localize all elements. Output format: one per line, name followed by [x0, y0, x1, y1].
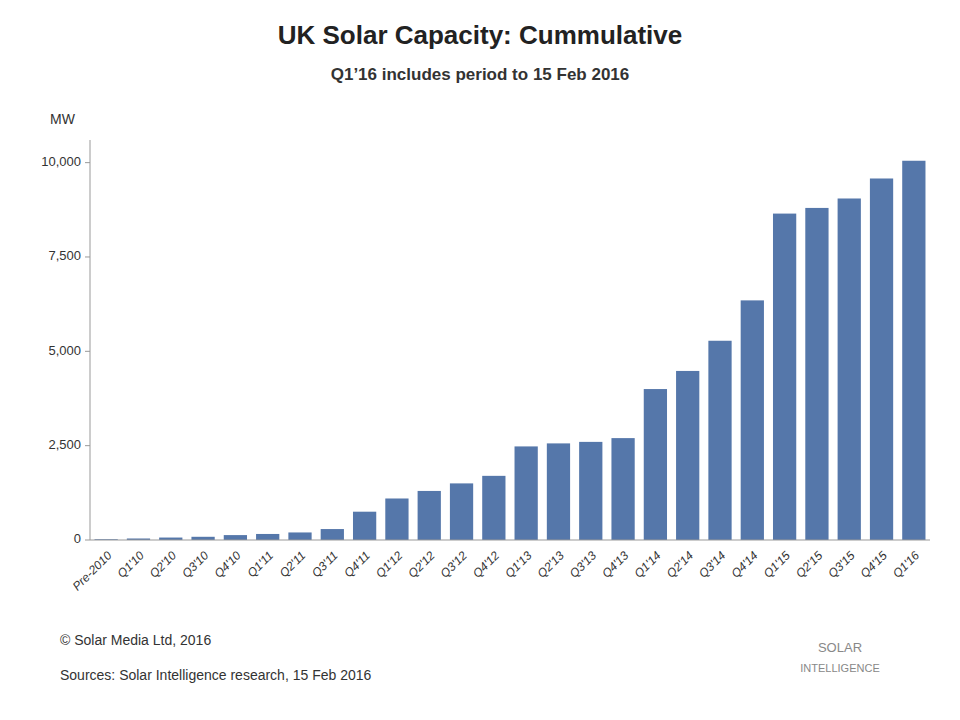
bar [870, 178, 893, 540]
x-tick-label: Q1'12 [373, 548, 406, 581]
y-tick-label: 10,000 [41, 154, 81, 169]
annotation: © Solar Media Ltd, 2016 [60, 632, 211, 648]
x-tick-label: Q3'14 [696, 548, 729, 581]
y-tick [85, 256, 90, 257]
x-axis: Pre-2010Q1'10Q2'10Q3'10Q4'10Q1'11Q2'11Q3… [70, 548, 923, 593]
bar [708, 341, 731, 540]
x-tick-label: Q3'10 [179, 548, 212, 581]
x-tick-label: Q4'11 [341, 548, 373, 580]
bar [676, 371, 699, 540]
y-axis-label: MW [50, 111, 76, 127]
y-tick-label: 2,500 [48, 437, 81, 452]
bar [838, 198, 861, 540]
bar [482, 476, 505, 540]
y-tick [85, 162, 90, 163]
x-tick-label: Q4'14 [728, 548, 761, 581]
annotation: SOLAR [818, 640, 862, 655]
x-tick-label: Q2'12 [405, 548, 438, 581]
x-tick-label: Q2'11 [277, 548, 309, 580]
x-tick-label: Q1'11 [244, 548, 276, 580]
x-tick-label: Pre-2010 [70, 548, 115, 593]
y-tick-label: 0 [74, 531, 81, 546]
annotation: Sources: Solar Intelligence research, 15… [60, 667, 372, 683]
x-tick-label: Q2'13 [535, 548, 568, 581]
chart-svg: UK Solar Capacity: Cummulative Q1’16 incl… [0, 0, 960, 720]
x-tick-label: Q1'10 [115, 548, 148, 581]
x-tick-label: Q3'13 [567, 548, 600, 581]
y-tick [85, 445, 90, 446]
x-tick-label: Q4'15 [858, 548, 891, 581]
bar [547, 443, 570, 540]
x-tick-label: Q2'15 [793, 548, 826, 581]
x-tick-label: Q4'13 [599, 548, 632, 581]
x-tick-label: Q1'15 [761, 548, 794, 581]
bar [224, 535, 247, 540]
x-tick-label: Q4'12 [470, 548, 503, 581]
x-tick-label: Q1'16 [890, 548, 923, 581]
bar [450, 483, 473, 540]
x-tick-label: Q3'12 [438, 548, 471, 581]
bar [644, 389, 667, 540]
bar [805, 208, 828, 540]
y-axis: 0 2,500 5,000 7,500 10,000 [41, 154, 90, 546]
x-tick-label: Q4'10 [211, 548, 244, 581]
y-tick-label: 7,500 [48, 248, 81, 263]
bar [611, 438, 634, 540]
bar [902, 161, 925, 540]
x-tick-label: Q2'14 [664, 548, 697, 581]
y-tick [85, 351, 90, 352]
bar [515, 446, 538, 540]
x-tick-label: Q1'13 [502, 548, 535, 581]
x-axis-line [90, 540, 930, 541]
bar [579, 442, 602, 540]
bar [321, 529, 344, 540]
title: UK Solar Capacity: Cummulative [278, 20, 683, 50]
x-tick-label: Q3'15 [825, 548, 858, 581]
chart-container: UK Solar Capacity: Cummulative Q1’16 incl… [0, 0, 960, 720]
annotation: INTELLIGENCE [800, 662, 879, 674]
bar [353, 512, 376, 540]
y-tick-label: 5,000 [48, 343, 81, 358]
bar [385, 498, 408, 540]
bars [95, 161, 926, 540]
subtitle: Q1’16 includes period to 15 Feb 2016 [331, 65, 630, 84]
bar [741, 300, 764, 540]
bar [773, 214, 796, 540]
x-tick-label: Q1'14 [631, 548, 664, 581]
x-tick-label: Q3'11 [309, 548, 341, 580]
y-tick [85, 540, 90, 541]
bar [288, 532, 311, 540]
y-axis-line [90, 140, 91, 540]
x-tick-label: Q2'10 [147, 548, 180, 581]
bar [256, 534, 279, 540]
bar [418, 491, 441, 540]
